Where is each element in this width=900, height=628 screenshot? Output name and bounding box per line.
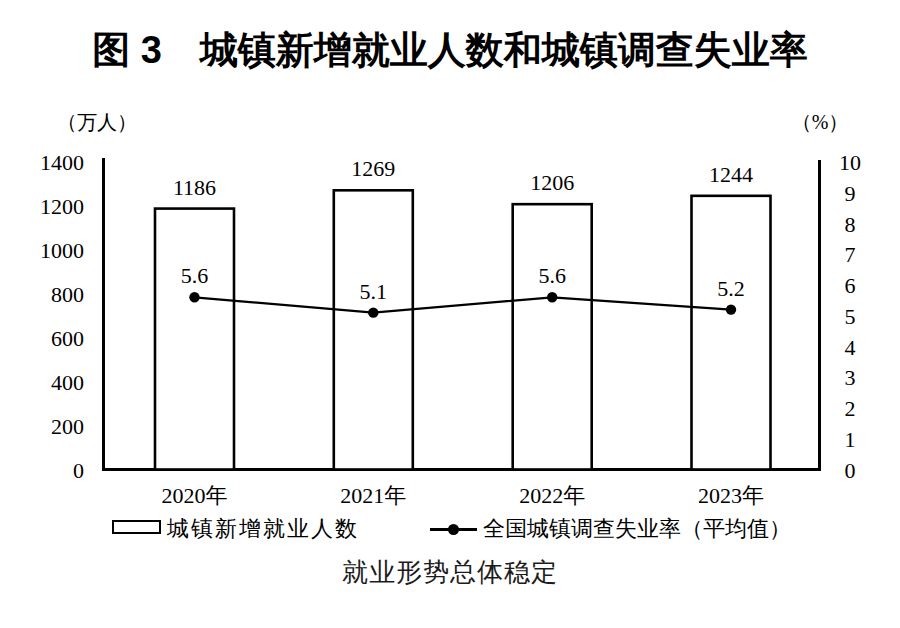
legend-line-dot-icon bbox=[448, 524, 459, 535]
unemployment-rate-line bbox=[195, 297, 732, 312]
left-axis-tick-label: 1400 bbox=[40, 150, 84, 175]
right-axis-tick-label: 7 bbox=[845, 242, 856, 267]
right-axis-tick-label: 0 bbox=[845, 458, 856, 483]
bar-value-label: 1269 bbox=[351, 156, 395, 181]
left-axis-tick-label: 400 bbox=[51, 370, 84, 395]
line-point bbox=[547, 292, 557, 302]
line-value-label: 5.2 bbox=[717, 276, 745, 301]
bar bbox=[513, 204, 592, 469]
figure-page: 图 3 城镇新增就业人数和城镇调查失业率 （万人） （%） 0200400600… bbox=[0, 0, 900, 628]
line-value-label: 5.6 bbox=[538, 263, 566, 288]
legend-bar-label: 城镇新增就业人数 bbox=[167, 515, 359, 543]
legend-bar-swatch bbox=[112, 520, 161, 534]
line-value-label: 5.1 bbox=[360, 279, 388, 304]
right-axis-tick-label: 6 bbox=[845, 273, 856, 298]
right-axis-tick-label: 10 bbox=[839, 150, 861, 175]
left-axis-tick-label: 600 bbox=[51, 326, 84, 351]
right-axis-tick-label: 8 bbox=[845, 212, 856, 237]
line-point bbox=[726, 304, 736, 314]
right-axis-tick-label: 3 bbox=[845, 365, 856, 390]
x-axis-category-label: 2021年 bbox=[340, 483, 406, 508]
right-axis-tick-label: 5 bbox=[845, 304, 856, 329]
chart-legend: 城镇新增就业人数 全国城镇调查失业率（平均值） bbox=[0, 514, 900, 548]
left-axis-tick-label: 800 bbox=[51, 282, 84, 307]
left-axis-tick-label: 0 bbox=[73, 458, 84, 483]
right-axis-tick-label: 1 bbox=[845, 427, 856, 452]
figure-caption: 就业形势总体稳定 bbox=[0, 557, 900, 589]
bar-value-label: 1186 bbox=[173, 175, 216, 200]
right-axis-tick-label: 4 bbox=[845, 335, 856, 360]
x-axis-category-label: 2023年 bbox=[698, 483, 764, 508]
left-axis-tick-label: 1000 bbox=[40, 238, 84, 263]
line-value-label: 5.6 bbox=[181, 263, 209, 288]
x-axis-category-label: 2022年 bbox=[519, 483, 585, 508]
left-axis-tick-label: 200 bbox=[51, 414, 84, 439]
line-point bbox=[189, 292, 199, 302]
right-axis-tick-label: 2 bbox=[845, 396, 856, 421]
bar bbox=[334, 190, 413, 469]
left-axis-tick-label: 1200 bbox=[40, 194, 84, 219]
legend-line-label: 全国城镇调查失业率（平均值） bbox=[483, 515, 791, 543]
bar bbox=[692, 196, 771, 470]
right-axis-tick-label: 9 bbox=[845, 181, 856, 206]
bar-value-label: 1244 bbox=[709, 162, 753, 187]
line-point bbox=[368, 307, 378, 317]
bar bbox=[155, 209, 234, 470]
legend-line-swatch bbox=[430, 528, 477, 531]
bar-value-label: 1206 bbox=[530, 170, 574, 195]
x-axis-category-label: 2020年 bbox=[162, 483, 228, 508]
